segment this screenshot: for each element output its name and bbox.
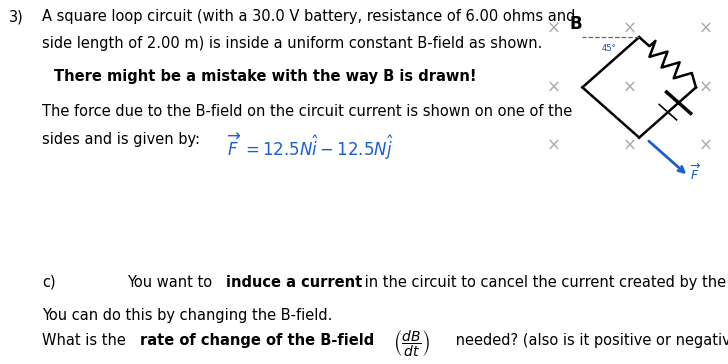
Text: You want to: You want to xyxy=(127,275,217,290)
Text: induce a current: induce a current xyxy=(226,275,362,290)
Text: c): c) xyxy=(42,275,56,290)
Text: ×: × xyxy=(698,78,713,96)
Text: ×: × xyxy=(622,20,637,38)
Text: rate of change of the B-field: rate of change of the B-field xyxy=(140,333,374,348)
Text: ×: × xyxy=(622,78,637,96)
Text: ×: × xyxy=(547,78,561,96)
Text: You can do this by changing the B-field.: You can do this by changing the B-field. xyxy=(42,308,333,323)
Text: ×: × xyxy=(547,137,561,155)
Text: $\overrightarrow{F}$ $= 12.5N\hat{i} - 12.5N\hat{j}$: $\overrightarrow{F}$ $= 12.5N\hat{i} - 1… xyxy=(227,132,394,162)
Text: $\left(\dfrac{dB}{dt}\right)$: $\left(\dfrac{dB}{dt}\right)$ xyxy=(393,328,430,359)
Text: What is the: What is the xyxy=(42,333,131,348)
Text: The force due to the B-field on the circuit current is shown on one of the: The force due to the B-field on the circ… xyxy=(42,104,572,119)
Text: There might be a mistake with the way B is drawn!: There might be a mistake with the way B … xyxy=(55,69,477,84)
Text: ×: × xyxy=(698,137,713,155)
Text: side length of 2.00 m) is inside a uniform constant B-field as shown.: side length of 2.00 m) is inside a unifo… xyxy=(42,36,542,51)
Text: in the circuit to cancel the current created by the battery.: in the circuit to cancel the current cre… xyxy=(360,275,728,290)
Text: 45°: 45° xyxy=(601,44,616,53)
Text: ×: × xyxy=(547,20,561,38)
Text: needed? (also is it positive or negative?): needed? (also is it positive or negative… xyxy=(451,333,728,348)
Text: sides and is given by:: sides and is given by: xyxy=(42,132,205,147)
Text: B: B xyxy=(569,15,582,33)
Text: A square loop circuit (with a 30.0 V battery, resistance of 6.00 ohms and: A square loop circuit (with a 30.0 V bat… xyxy=(42,9,576,24)
Text: $\overrightarrow{F}$: $\overrightarrow{F}$ xyxy=(690,163,702,183)
Text: 3): 3) xyxy=(9,9,23,24)
Text: ×: × xyxy=(698,20,713,38)
Text: ×: × xyxy=(622,137,637,155)
